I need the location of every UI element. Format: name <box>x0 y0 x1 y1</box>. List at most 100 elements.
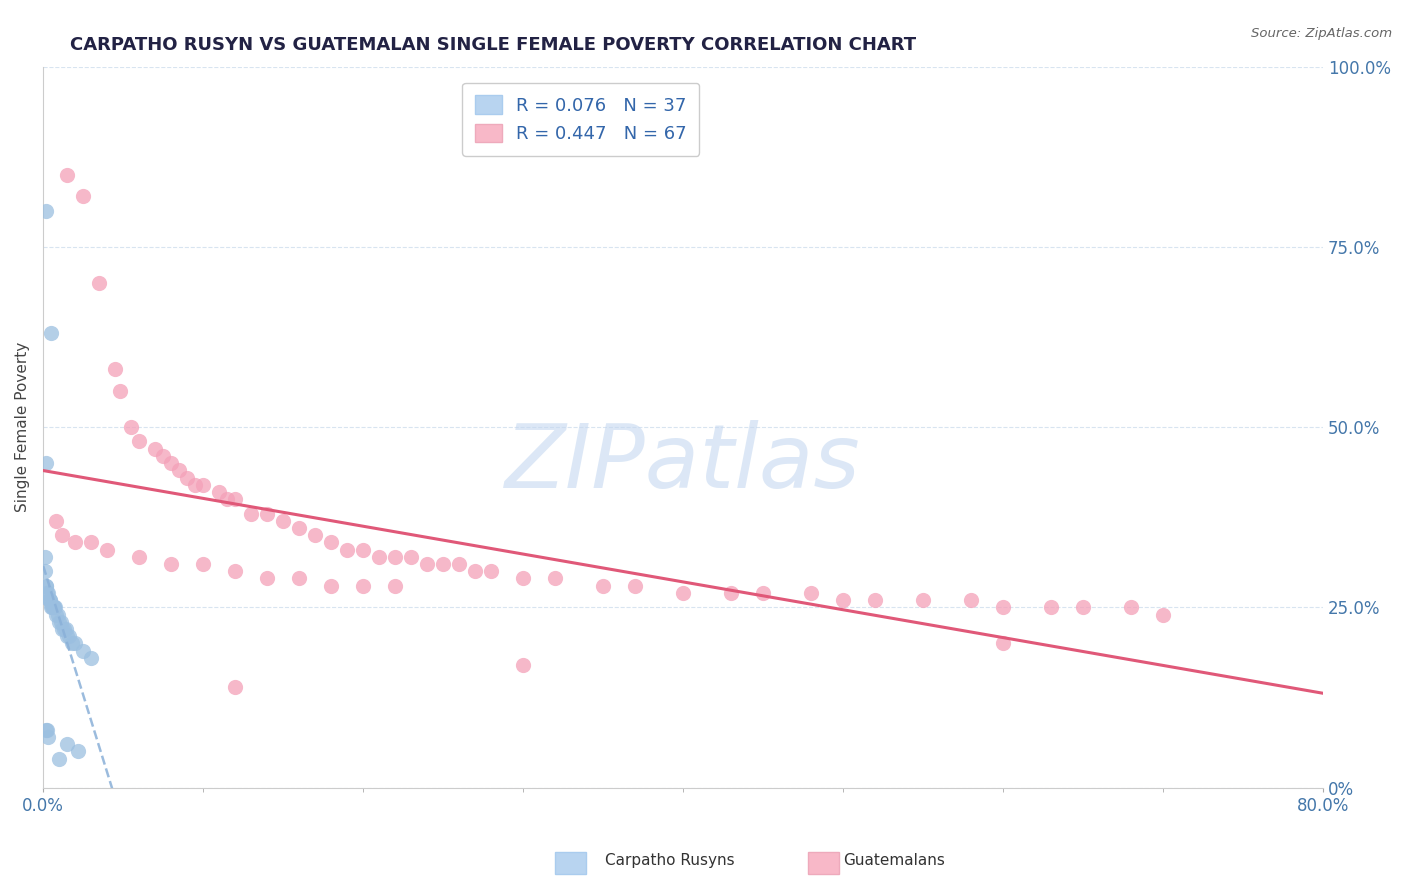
Point <box>184 477 207 491</box>
Point <box>672 586 695 600</box>
Point <box>45 514 67 528</box>
Point <box>624 579 647 593</box>
Point <box>193 557 215 571</box>
Point <box>108 384 131 398</box>
Point <box>224 492 246 507</box>
Point <box>39 326 62 341</box>
Point <box>368 549 391 564</box>
Point <box>67 744 90 758</box>
Point <box>176 470 198 484</box>
Point <box>89 276 111 290</box>
Point <box>96 542 118 557</box>
Point <box>60 636 83 650</box>
Point <box>56 737 79 751</box>
Point <box>37 586 59 600</box>
Point <box>217 492 239 507</box>
Point <box>193 477 215 491</box>
Point <box>48 615 70 629</box>
Point <box>72 643 94 657</box>
Point <box>63 636 86 650</box>
Point <box>38 593 60 607</box>
Point <box>991 600 1014 615</box>
Point <box>44 600 66 615</box>
Point <box>384 579 406 593</box>
Point <box>512 571 534 585</box>
Point <box>544 571 567 585</box>
Point <box>143 442 166 456</box>
Point <box>321 579 343 593</box>
Point <box>352 579 374 593</box>
Point <box>592 579 614 593</box>
Point <box>39 593 62 607</box>
Point <box>720 586 742 600</box>
Point <box>35 723 58 737</box>
Point <box>51 622 73 636</box>
Point <box>752 586 775 600</box>
Point <box>72 189 94 203</box>
Point <box>35 579 58 593</box>
Point <box>38 593 60 607</box>
Point <box>56 629 79 643</box>
Point <box>80 535 103 549</box>
Point <box>304 528 326 542</box>
Point <box>208 485 231 500</box>
Y-axis label: Single Female Poverty: Single Female Poverty <box>15 342 30 512</box>
Point <box>464 564 486 578</box>
Point <box>167 463 190 477</box>
Point <box>46 607 69 622</box>
Point <box>271 514 294 528</box>
Point <box>321 535 343 549</box>
Point <box>55 622 77 636</box>
Point <box>34 579 56 593</box>
Point <box>104 362 127 376</box>
Point <box>479 564 502 578</box>
Point <box>35 456 58 470</box>
Point <box>1121 600 1143 615</box>
Point <box>39 600 62 615</box>
Point <box>1071 600 1094 615</box>
Point <box>37 730 59 744</box>
Point <box>37 723 59 737</box>
Point <box>49 615 72 629</box>
Legend: R = 0.076   N = 37, R = 0.447   N = 67: R = 0.076 N = 37, R = 0.447 N = 67 <box>463 83 700 156</box>
Point <box>42 600 65 615</box>
Point <box>160 557 183 571</box>
Point <box>224 680 246 694</box>
Point <box>288 571 311 585</box>
Point <box>152 449 174 463</box>
Point <box>1152 607 1174 622</box>
Point <box>449 557 471 571</box>
Point <box>37 586 59 600</box>
Point <box>1040 600 1063 615</box>
Point <box>256 571 278 585</box>
Point <box>512 657 534 672</box>
Point <box>384 549 406 564</box>
Point <box>256 507 278 521</box>
Point <box>48 752 70 766</box>
Point <box>336 542 359 557</box>
Point <box>832 593 855 607</box>
Point <box>160 456 183 470</box>
Point <box>51 528 73 542</box>
Point <box>45 607 67 622</box>
Point <box>42 600 65 615</box>
Point <box>432 557 454 571</box>
Point <box>800 586 823 600</box>
Point <box>34 564 56 578</box>
Text: ZIPatlas: ZIPatlas <box>505 420 860 506</box>
Point <box>63 535 86 549</box>
Point <box>912 593 935 607</box>
Point <box>416 557 439 571</box>
Point <box>960 593 983 607</box>
Point <box>34 549 56 564</box>
Point <box>58 629 80 643</box>
Point <box>53 622 76 636</box>
Point <box>34 203 56 218</box>
Point <box>41 600 63 615</box>
Point <box>44 600 66 615</box>
Point <box>863 593 886 607</box>
Text: Guatemalans: Guatemalans <box>844 854 945 868</box>
Point <box>991 636 1014 650</box>
Point <box>240 507 263 521</box>
Point <box>120 420 142 434</box>
